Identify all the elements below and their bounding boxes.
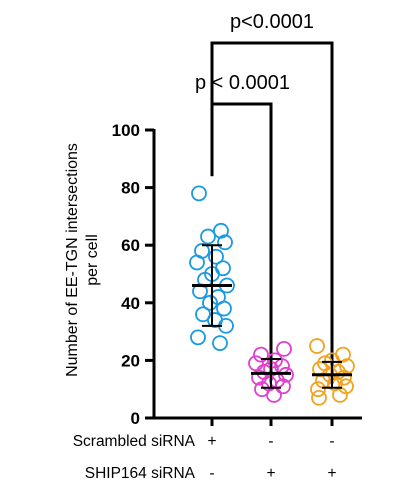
error-bars [192, 244, 352, 389]
data-point [276, 340, 292, 357]
data-point [266, 387, 282, 403]
data-point [213, 222, 229, 239]
data-point [212, 335, 228, 352]
data-point [309, 338, 325, 354]
data-point [310, 381, 326, 398]
condition-mark: + [207, 433, 216, 450]
y-tick-label: 20 [121, 351, 140, 370]
y-axis-title-line2: per cell [84, 234, 101, 286]
y-tick-label: 60 [121, 236, 140, 255]
data-point [208, 248, 224, 265]
y-tick-label: 80 [121, 179, 140, 198]
y-tick-label: 0 [131, 409, 140, 428]
condition-mark: - [209, 465, 214, 482]
data-point [190, 329, 206, 346]
data-point [200, 228, 216, 245]
condition-table: Scrambled siRNA + - -SHIP164 siRNA - + + [73, 433, 337, 482]
y-axis-title-line1: Number of EE-TGN intersections [64, 143, 81, 377]
data-point [339, 358, 355, 375]
condition-mark: + [327, 465, 336, 482]
significance-bracket [210, 102, 273, 381]
data-point [202, 294, 218, 311]
data-point [275, 378, 291, 395]
data-point [217, 234, 233, 251]
axes: 0 20 40 60 80 100 [112, 121, 362, 428]
data-point [253, 346, 269, 363]
data-point [191, 185, 207, 202]
significance-brackets: p < 0.0001 p<0.0001 [195, 11, 334, 384]
data-point [216, 300, 232, 317]
y-tick-label: 100 [112, 121, 140, 140]
condition-mark: + [266, 465, 275, 482]
condition-mark: - [268, 433, 273, 450]
y-axis-title: Number of EE-TGN intersections per cell [64, 143, 101, 377]
p-value-label: p < 0.0001 [195, 72, 290, 94]
y-tick-label: 40 [121, 294, 140, 313]
significance-bracket [210, 41, 334, 384]
data-point [248, 355, 264, 372]
condition-label: Scrambled siRNA [73, 433, 196, 450]
condition-mark: - [329, 433, 334, 450]
p-value-label: p<0.0001 [230, 11, 314, 33]
data-point [189, 254, 205, 271]
condition-label: SHIP164 siRNA [85, 465, 196, 482]
data-point [336, 369, 352, 386]
data-point [311, 389, 327, 406]
